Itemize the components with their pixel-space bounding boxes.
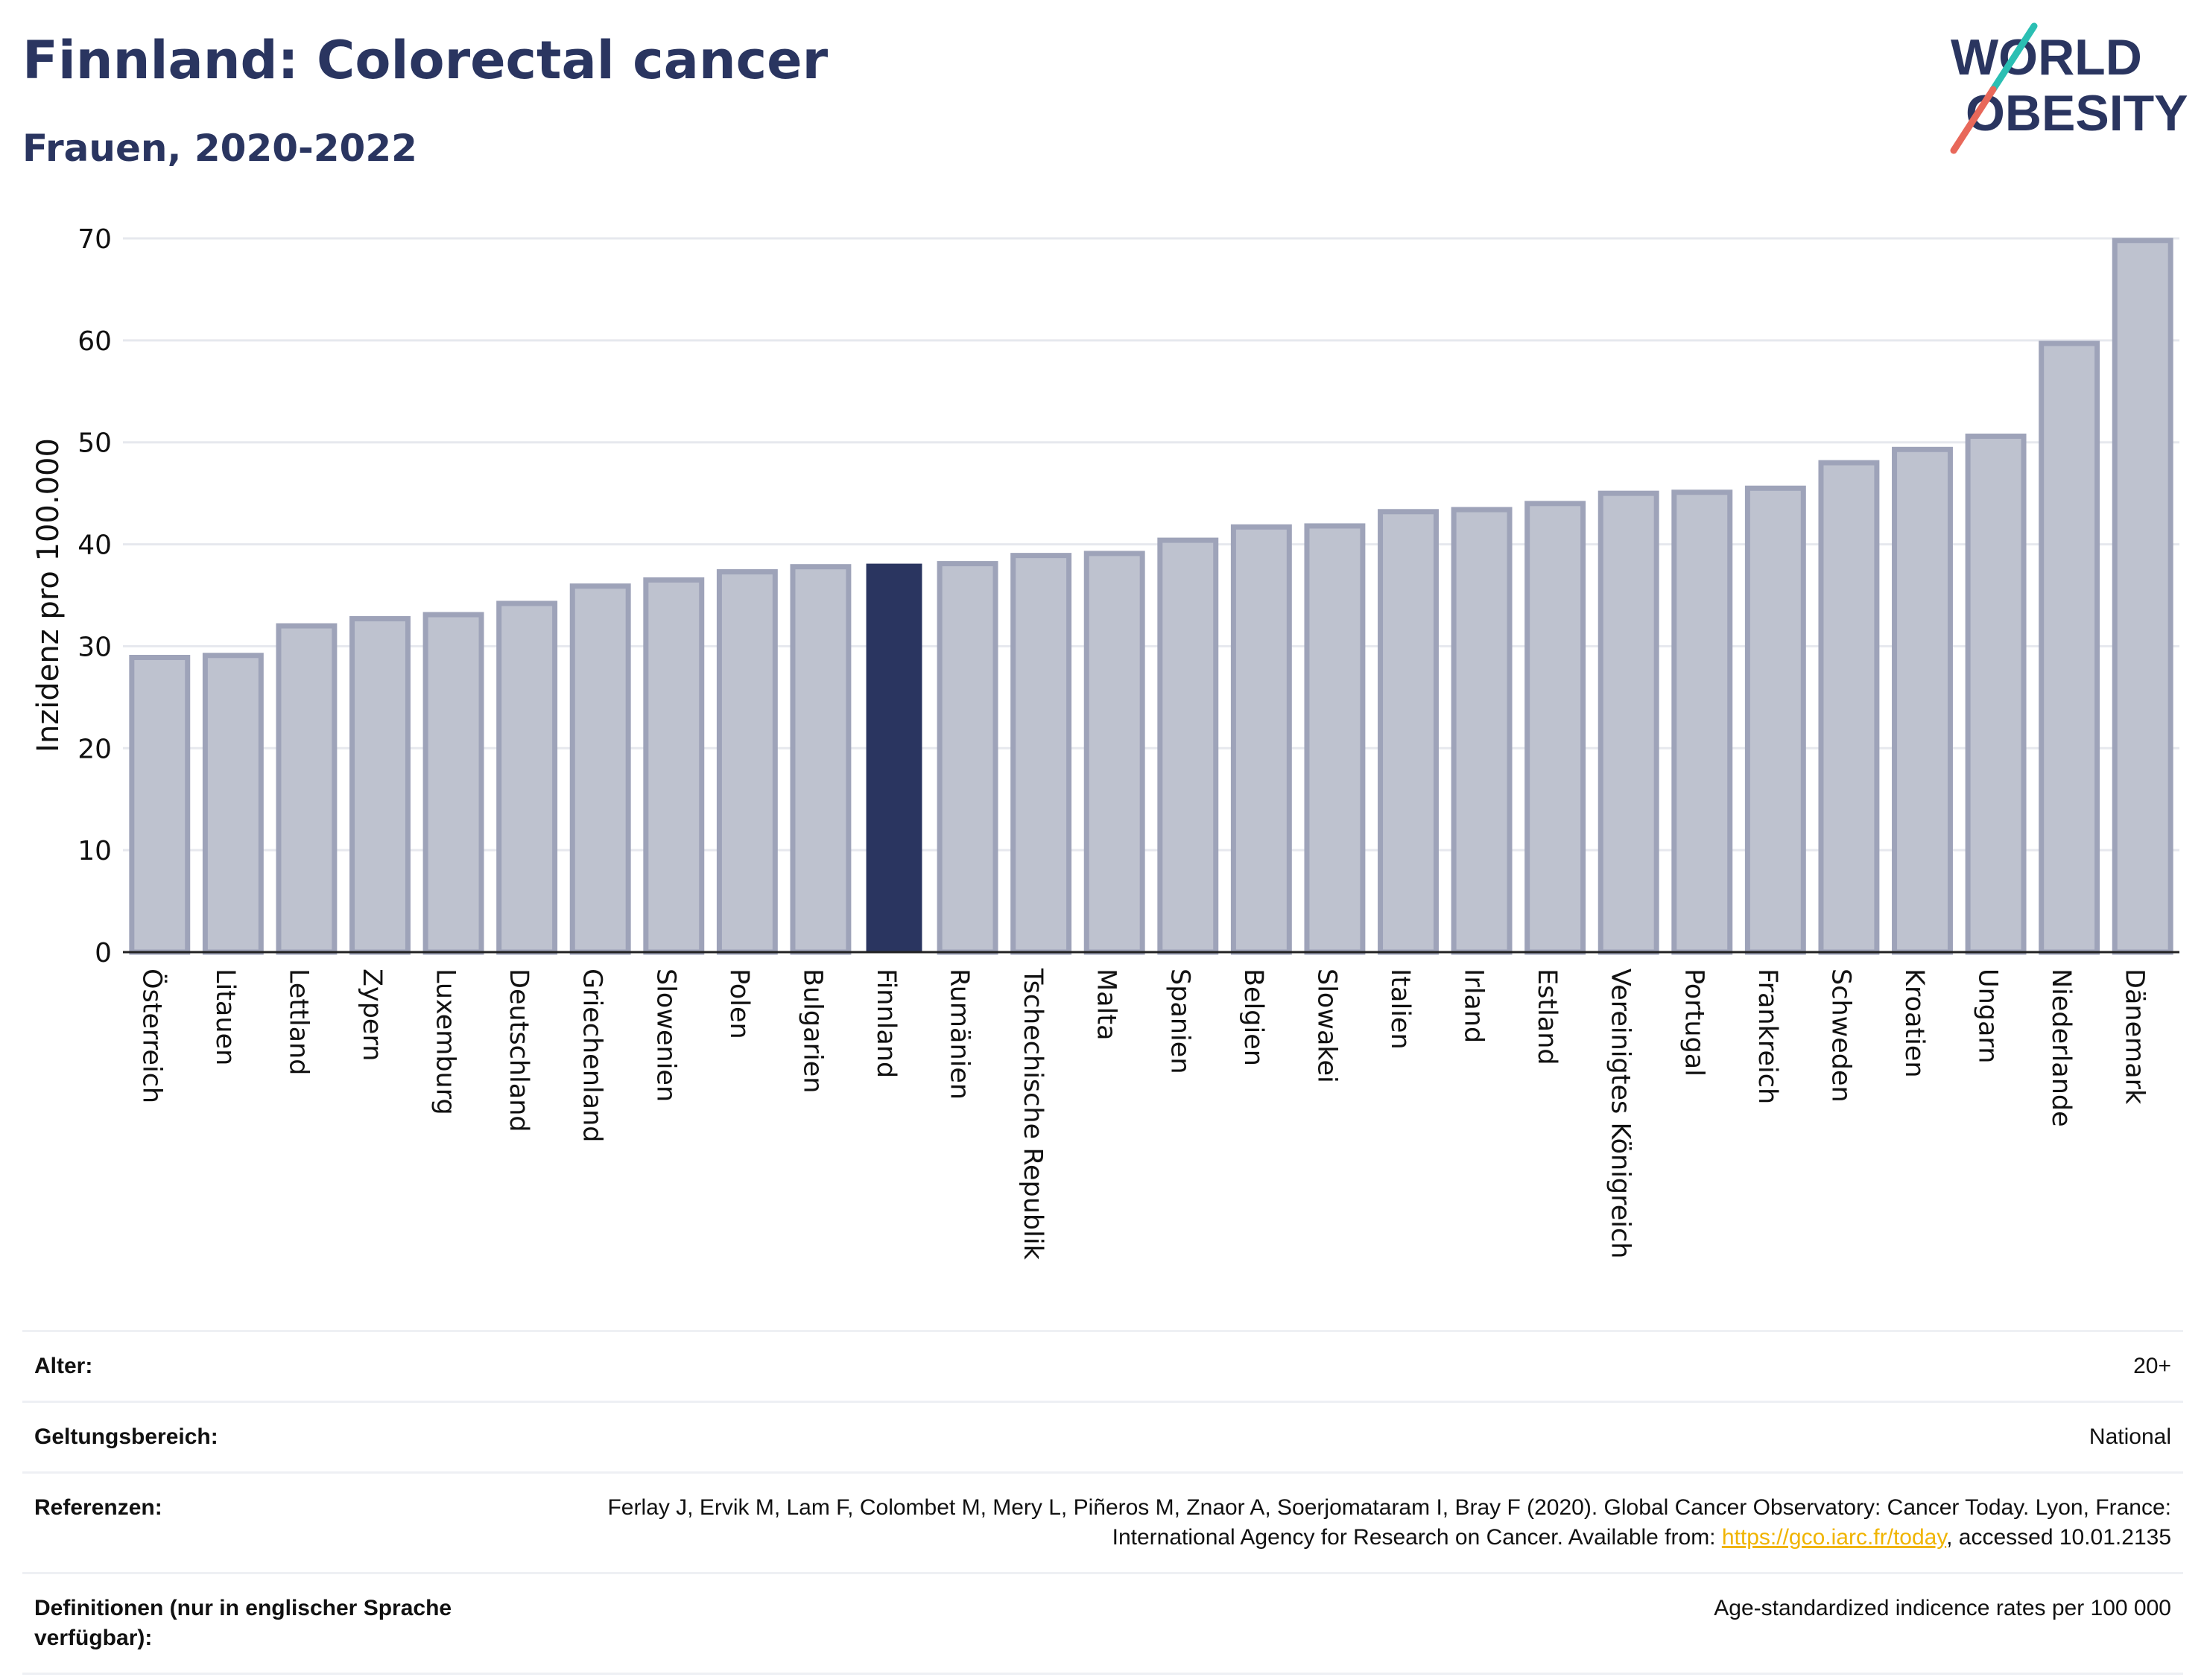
references-value: Ferlay J, Ervik M, Lam F, Colombet M, Me… <box>607 1493 2171 1553</box>
references-link[interactable]: https://gco.iarc.fr/today <box>1721 1525 1947 1550</box>
x-tick-label: Griechenland <box>577 969 607 1142</box>
bar <box>496 600 558 955</box>
x-tick-label: Irland <box>1459 969 1489 1043</box>
bar <box>276 623 338 955</box>
references-accessed: , accessed 10.01.2135 <box>1946 1525 2171 1550</box>
bar <box>422 612 484 955</box>
definitions-value: Age-standardized indicence rates per 100… <box>1714 1596 2171 1620</box>
bar <box>643 577 705 955</box>
x-tick-label: Slowenien <box>650 969 680 1102</box>
x-tick-label: Italien <box>1385 969 1415 1050</box>
bars <box>129 238 2173 955</box>
x-tick-label: Dänemark <box>2120 969 2150 1105</box>
bar <box>1230 524 1292 955</box>
y-axis-ticks: 0 10 20 30 40 50 60 70 <box>77 224 112 969</box>
logo-slash-teal <box>1989 22 2038 93</box>
bar <box>129 654 191 955</box>
x-tick-label: Vereinigtes Königreich <box>1606 969 1635 1258</box>
references-label: Referenzen: <box>34 1495 162 1520</box>
scope-value: National <box>2089 1424 2171 1449</box>
bar <box>1083 551 1145 955</box>
bar <box>1378 509 1439 955</box>
x-tick-label: Rumänien <box>945 969 975 1100</box>
x-tick-label: Zypern <box>357 969 387 1061</box>
x-tick-label: Slowakei <box>1311 969 1341 1083</box>
x-tick-label: Österreich <box>136 969 168 1103</box>
x-tick-label: Finnland <box>871 969 901 1078</box>
x-tick-label: Ungarn <box>1973 969 2003 1063</box>
bar <box>1744 485 1806 955</box>
x-tick-label: Portugal <box>1679 969 1709 1077</box>
y-tick-label: 40 <box>77 530 112 561</box>
x-tick-label: Kroatien <box>1899 969 1929 1078</box>
y-tick-label: 70 <box>77 224 112 255</box>
x-tick-label: Schweden <box>1825 969 1855 1103</box>
y-axis-label: Inzidenz pro 100.000 <box>31 438 66 752</box>
y-tick-label: 60 <box>77 326 112 357</box>
info-table: Alter: 20+ Geltungsbereich: National Ref… <box>22 1330 2183 1675</box>
x-tick-label: Spanien <box>1165 969 1194 1074</box>
bar <box>1597 490 1659 955</box>
references-text: Ferlay J, Ervik M, Lam F, Colombet M, Me… <box>607 1495 2171 1550</box>
bar <box>1157 537 1219 955</box>
bar <box>569 583 631 955</box>
x-tick-label: Polen <box>724 969 754 1039</box>
bar <box>1818 460 1880 955</box>
bar <box>1010 553 1072 955</box>
info-row-scope: Geltungsbereich: National <box>22 1401 2183 1471</box>
bar <box>1965 434 2027 955</box>
bar <box>202 653 264 955</box>
bar <box>2112 238 2173 955</box>
x-tick-label: Belgien <box>1238 969 1268 1066</box>
x-tick-label: Tschechische Republik <box>1018 968 1048 1261</box>
bar <box>1671 489 1733 955</box>
chart-title: Finnland: Colorectal cancer <box>22 30 829 91</box>
bar-chart: 0 10 20 30 40 50 60 70 Österreich Litauen Lettlan… <box>31 224 2179 1261</box>
bar-highlight <box>866 563 922 952</box>
bar <box>937 561 998 955</box>
bar <box>1892 446 1953 955</box>
x-tick-label: Estland <box>1532 969 1562 1065</box>
scope-label: Geltungsbereich: <box>34 1424 218 1449</box>
x-tick-label: Lettland <box>283 969 313 1075</box>
bar <box>2039 340 2100 955</box>
y-tick-label: 10 <box>77 836 112 866</box>
x-tick-label: Malta <box>1092 969 1121 1041</box>
bar <box>1304 523 1366 955</box>
y-tick-label: 0 <box>95 938 112 969</box>
info-row-age: Alter: 20+ <box>22 1330 2183 1401</box>
logo-text-line2: OBESITY <box>1966 85 2188 142</box>
info-row-definitions: Definitionen (nur in englischer Sprache … <box>22 1572 2183 1675</box>
logo-slash-coral <box>1950 86 1997 154</box>
bar <box>790 564 852 955</box>
y-tick-label: 50 <box>77 428 112 459</box>
definitions-label: Definitionen (nur in englischer Sprache … <box>34 1596 452 1650</box>
x-tick-label: Frankreich <box>1752 969 1782 1104</box>
age-label: Alter: <box>34 1354 93 1378</box>
x-tick-label: Niederlande <box>2046 969 2076 1127</box>
x-tick-label: Bulgarien <box>797 969 827 1093</box>
logo-text-line1: WORLD <box>1951 29 2142 86</box>
bar <box>716 569 778 955</box>
age-value: 20+ <box>2133 1354 2171 1378</box>
info-row-references: Referenzen: Ferlay J, Ervik M, Lam F, Co… <box>22 1471 2183 1572</box>
x-tick-label: Deutschland <box>504 969 533 1132</box>
bar <box>1451 507 1513 955</box>
x-tick-label: Litauen <box>210 969 240 1065</box>
y-tick-label: 20 <box>77 734 112 764</box>
y-tick-label: 30 <box>77 632 112 662</box>
x-axis-labels: Österreich Litauen Lettland Zypern Luxemburg… <box>136 968 2149 1261</box>
bar <box>349 615 411 955</box>
x-tick-label: Luxemburg <box>431 969 460 1115</box>
world-obesity-logo: WORLD OBESITY <box>1950 22 2188 154</box>
bar <box>1524 501 1586 955</box>
chart-subtitle: Frauen, 2020-2022 <box>22 127 417 170</box>
